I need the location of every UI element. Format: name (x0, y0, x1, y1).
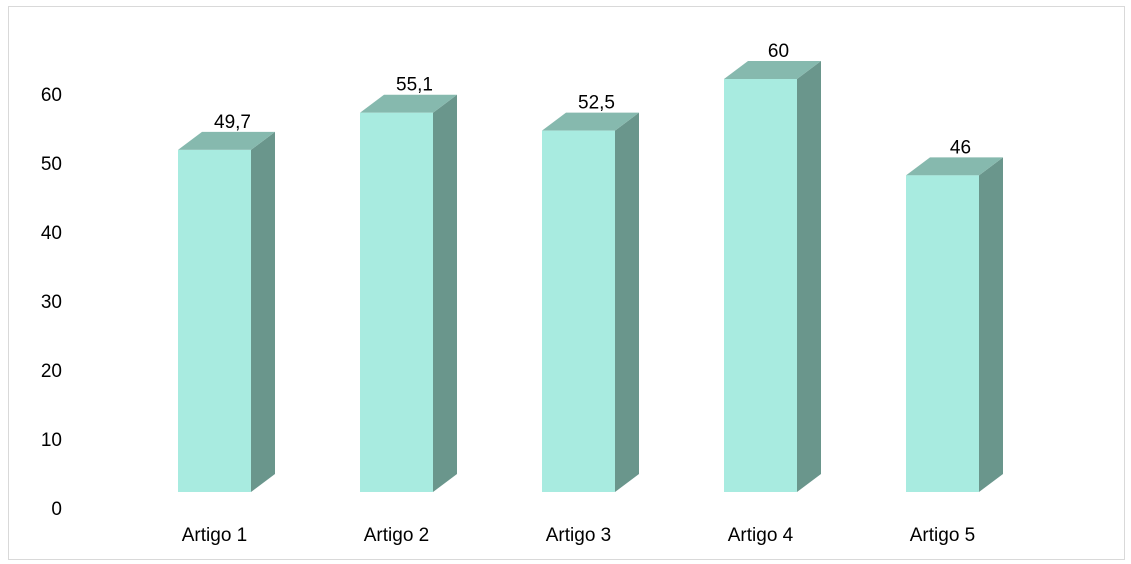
y-tick-label: 30 (41, 292, 62, 313)
bar-top-face (178, 131, 275, 150)
bars (178, 61, 1003, 493)
bar (724, 61, 821, 492)
bar-front-face (360, 112, 433, 492)
y-tick-label: 40 (41, 223, 62, 244)
bar-side-face (979, 157, 1003, 492)
bar (542, 112, 639, 492)
bar-front-face (906, 175, 979, 492)
data-label: 60 (768, 41, 789, 62)
data-labels: 49,7 55,1 52,5 60 46 (214, 41, 971, 158)
bar-front-face (724, 79, 797, 492)
data-label: 46 (950, 137, 971, 158)
x-axis: Artigo 1 Artigo 2 Artigo 3 Artigo 4 Artigo 5 (182, 525, 975, 546)
data-label: 49,7 (214, 112, 251, 133)
bar-side-face (797, 61, 821, 492)
bar-top-face (724, 61, 821, 79)
bar (360, 94, 457, 492)
bar (178, 131, 275, 493)
bar-top-face (906, 157, 1003, 176)
bar-side-face (433, 94, 457, 492)
y-tick-label: 60 (41, 85, 62, 106)
x-category-label: Artigo 1 (182, 525, 247, 546)
data-label: 55,1 (396, 75, 433, 96)
bar-top-face (542, 112, 639, 131)
x-category-label: Artigo 3 (546, 525, 611, 546)
data-label: 52,5 (578, 93, 615, 114)
bar-side-face (251, 131, 275, 493)
y-tick-label: 50 (41, 154, 62, 175)
y-tick-label: 10 (41, 430, 62, 451)
bar-top-face (360, 94, 457, 113)
y-axis: 0 10 20 30 40 50 60 (41, 85, 62, 520)
x-category-label: Artigo 4 (728, 525, 794, 546)
bar (906, 157, 1003, 492)
y-tick-label: 0 (51, 499, 62, 520)
x-category-label: Artigo 5 (910, 525, 975, 546)
bar-front-face (178, 149, 251, 493)
x-category-label: Artigo 2 (364, 525, 429, 546)
y-tick-label: 20 (41, 361, 62, 382)
bar-front-face (542, 130, 615, 492)
bar-side-face (615, 112, 639, 492)
